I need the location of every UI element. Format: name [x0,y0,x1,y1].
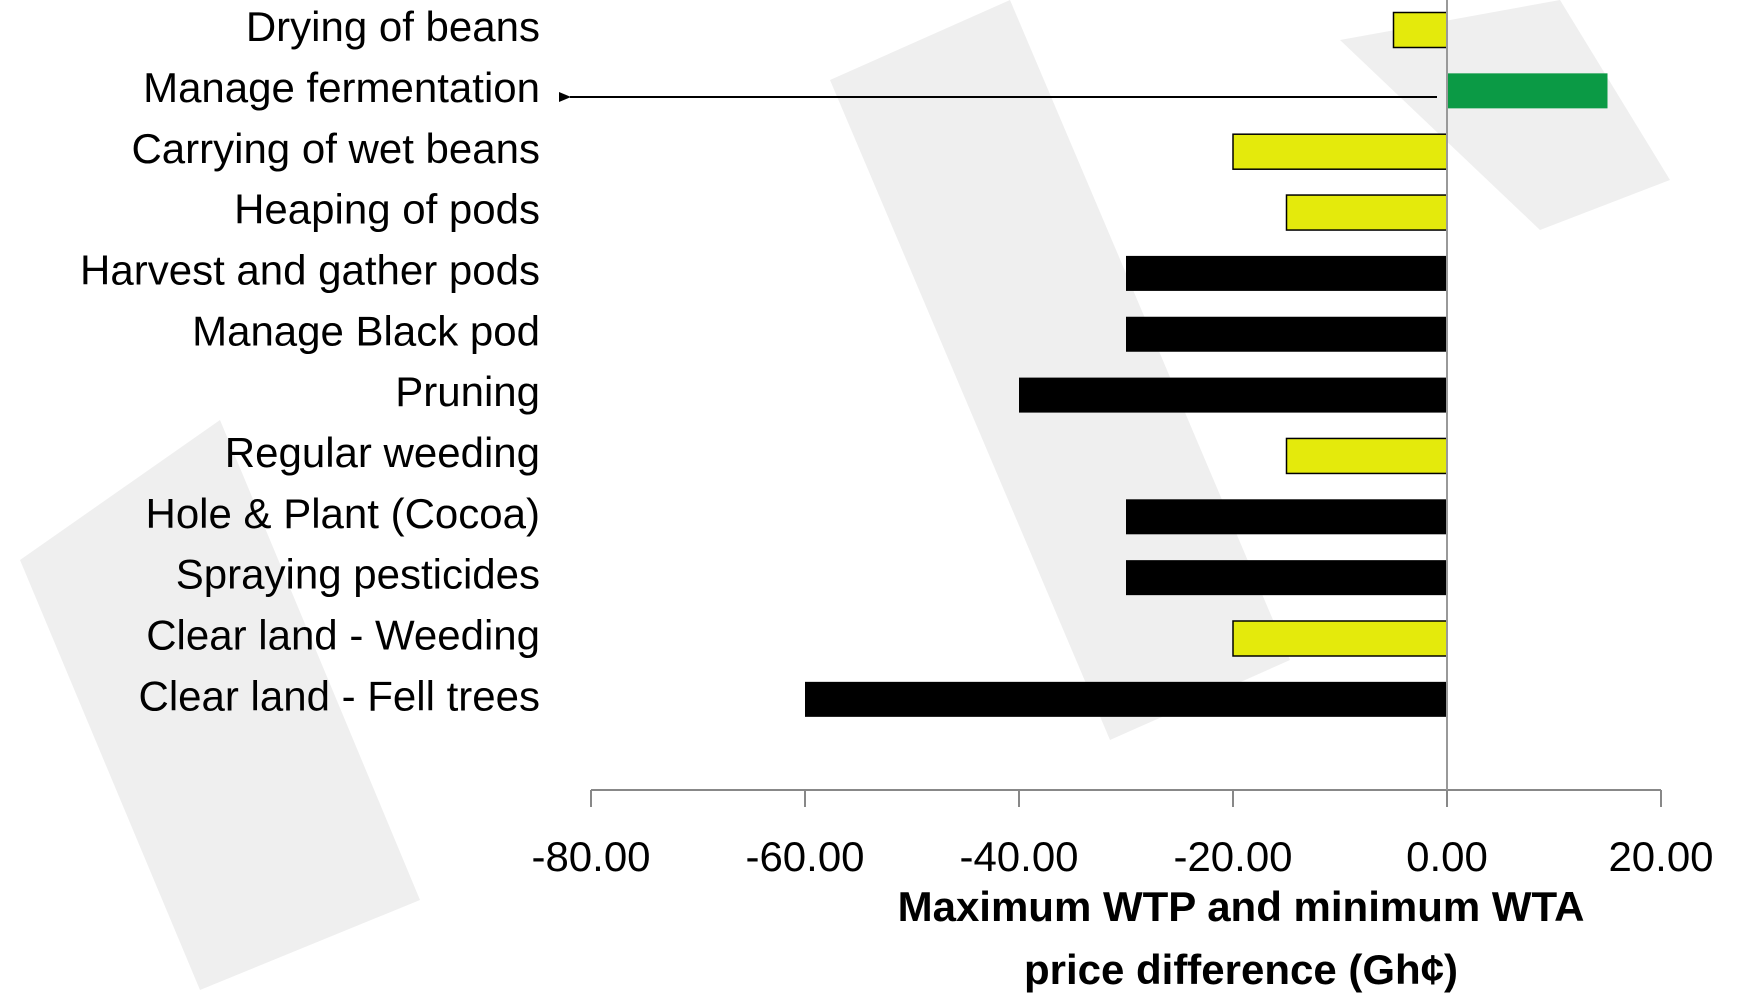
bar [805,681,1447,717]
bar [1126,560,1447,596]
x-axis-title: price difference (Gh¢) [1024,946,1458,993]
bar [1232,133,1448,170]
bar [1392,11,1448,49]
x-tick-label: -60.00 [745,833,864,880]
bar [1126,499,1447,535]
x-tick-label: 0.00 [1406,833,1488,880]
y-tick-label: Spraying pesticides [176,551,540,598]
bar [1019,377,1447,413]
bar [1285,437,1448,475]
y-tick-label: Clear land - Weeding [146,612,540,659]
y-tick-label: Pruning [395,368,540,415]
x-tick-label: -80.00 [531,833,650,880]
y-tick-label: Drying of beans [246,3,540,50]
bar [1126,316,1447,352]
bar [1447,73,1608,109]
y-tick-label: Clear land - Fell trees [139,672,540,719]
x-tick-label: -20.00 [1173,833,1292,880]
y-tick-label: Carrying of wet beans [131,125,540,172]
y-tick-label: Regular weeding [225,429,540,476]
bar [1126,255,1447,291]
watermark [20,0,1670,990]
y-tick-label: Hole & Plant (Cocoa) [145,490,540,537]
x-tick-label: -40.00 [959,833,1078,880]
y-tick-label: Harvest and gather pods [80,246,540,293]
x-tick-label: 20.00 [1608,833,1713,880]
y-tick-label: Manage fermentation [143,64,540,111]
x-axis-title: Maximum WTP and minimum WTA [898,883,1585,930]
bar [1285,194,1448,231]
y-tick-label: Manage Black pod [192,307,540,354]
y-tick-label: Heaping of pods [234,186,540,233]
bar [1232,620,1448,657]
